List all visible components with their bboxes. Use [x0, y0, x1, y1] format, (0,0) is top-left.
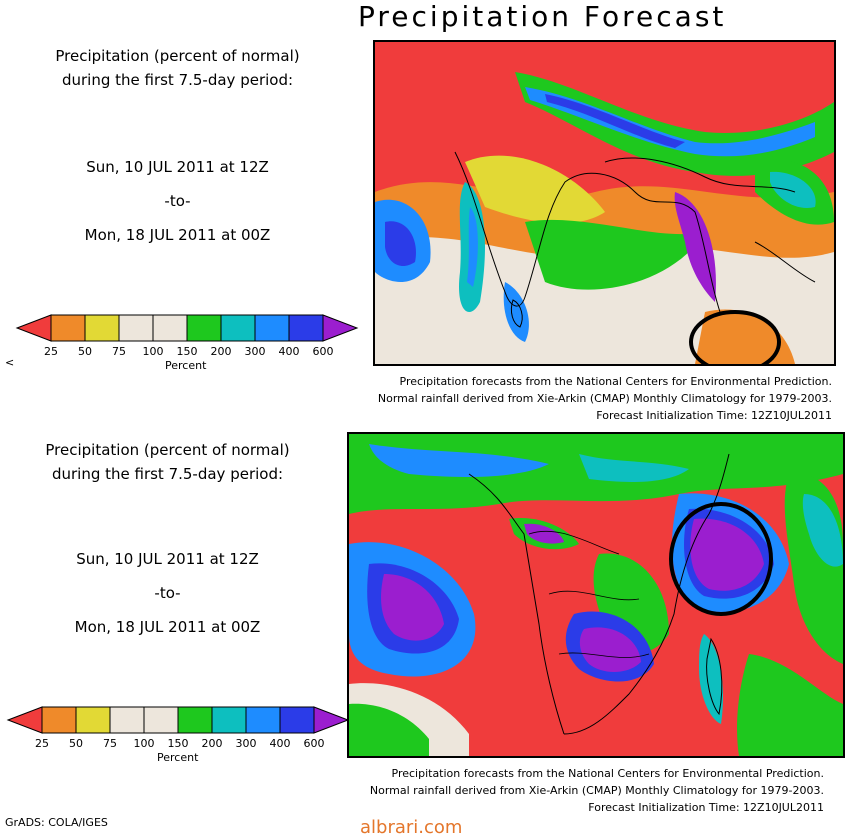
panel1-period: Sun, 10 JUL 2011 at 12Z -to- Mon, 18 JUL… [20, 150, 335, 252]
legend-tick: 150 [176, 345, 198, 358]
legend-tick: 600 [312, 345, 334, 358]
panel1-credit-line3: Forecast Initialization Time: 12Z10JUL20… [596, 409, 832, 422]
panel1-map-canvas [375, 42, 834, 364]
panel1-credit-line1: Precipitation forecasts from the Nationa… [399, 375, 833, 388]
legend-swatch-50-75 [84, 314, 120, 342]
legend-tick: 50 [69, 737, 83, 750]
legend-swatch-25-50 [50, 314, 86, 342]
legend-tick: 600 [303, 737, 325, 750]
panel1-heading-line2: during the first 7.5-day period: [61, 71, 294, 89]
legend-swatch-50-75 [75, 706, 111, 734]
panel1-map [373, 40, 836, 366]
legend-tick: 25 [44, 345, 58, 358]
panel1-legend-title: Percent [165, 359, 207, 372]
panel1-separator: -to- [164, 192, 191, 210]
legend-swatch-150-200 [177, 706, 213, 734]
panel1-heading: Precipitation (percent of normal) during… [20, 44, 335, 92]
legend-swatch-200-300 [211, 706, 247, 734]
legend-tick: 75 [112, 345, 126, 358]
legend-swatch-300-400 [254, 314, 290, 342]
panel1-heading-line1: Precipitation (percent of normal) [55, 47, 300, 65]
legend-tick: 75 [103, 737, 117, 750]
panel1-credit-line2: Normal rainfall derived from Xie-Arkin (… [377, 392, 832, 405]
chart-title: Precipitation Forecast [358, 0, 727, 33]
panel2-legend-bar [6, 706, 350, 734]
panel2-credits: Precipitation forecasts from the Nationa… [370, 765, 824, 816]
panel1-start-date: Sun, 10 JUL 2011 at 12Z [86, 158, 269, 176]
legend-tick: 100 [142, 345, 164, 358]
legend-tick: 400 [269, 737, 291, 750]
legend-swatch-75-100 [118, 314, 154, 342]
panel2-separator: -to- [154, 584, 181, 602]
legend-tick: 300 [244, 345, 266, 358]
stray-mark: < [5, 356, 15, 369]
grads-footer: GrADS: COLA/IGES [5, 816, 108, 829]
panel2-start-date: Sun, 10 JUL 2011 at 12Z [76, 550, 259, 568]
panel2-map-canvas [349, 434, 843, 756]
panel2-highlight-circle [669, 502, 773, 616]
legend-tick: 150 [167, 737, 189, 750]
legend-swatch-below-25 [15, 314, 52, 342]
panel2-heading: Precipitation (percent of normal) during… [10, 438, 325, 486]
legend-swatch-25-50 [41, 706, 77, 734]
legend-tick: 200 [201, 737, 223, 750]
legend-swatch-400-600 [288, 314, 324, 342]
legend-swatch-100-150 [152, 314, 188, 342]
panel2-legend-ticks: 25 50 75 100 150 200 300 400 600 [6, 737, 351, 751]
panel2-end-date: Mon, 18 JUL 2011 at 00Z [74, 618, 261, 636]
legend-swatch-400-600 [279, 706, 315, 734]
legend-swatch-300-400 [245, 706, 281, 734]
legend-swatch-above-600 [313, 706, 350, 734]
panel1-credits: Precipitation forecasts from the Nationa… [378, 373, 832, 424]
watermark: albrari.com [360, 817, 463, 838]
legend-swatch-above-600 [322, 314, 359, 342]
legend-tick: 200 [210, 345, 232, 358]
panel1-end-date: Mon, 18 JUL 2011 at 00Z [84, 226, 271, 244]
legend-swatch-below-25 [6, 706, 43, 734]
legend-tick: 25 [35, 737, 49, 750]
panel2-credit-line3: Forecast Initialization Time: 12Z10JUL20… [588, 801, 824, 814]
panel1-legend-ticks: 25 50 75 100 150 200 300 400 600 [15, 345, 360, 359]
legend-swatch-200-300 [220, 314, 256, 342]
panel2-credit-line1: Precipitation forecasts from the Nationa… [391, 767, 825, 780]
panel1-highlight-circle [689, 310, 781, 364]
panel2-legend-title: Percent [157, 751, 199, 764]
legend-tick: 400 [278, 345, 300, 358]
panel1-legend-bar [15, 314, 359, 342]
panel2-period: Sun, 10 JUL 2011 at 12Z -to- Mon, 18 JUL… [10, 542, 325, 644]
panel2-heading-line2: during the first 7.5-day period: [51, 465, 284, 483]
legend-tick: 300 [235, 737, 257, 750]
legend-tick: 100 [133, 737, 155, 750]
legend-swatch-75-100 [109, 706, 145, 734]
legend-swatch-100-150 [143, 706, 179, 734]
panel2-map [347, 432, 845, 758]
legend-tick: 50 [78, 345, 92, 358]
panel2-heading-line1: Precipitation (percent of normal) [45, 441, 290, 459]
legend-swatch-150-200 [186, 314, 222, 342]
panel2-credit-line2: Normal rainfall derived from Xie-Arkin (… [369, 784, 824, 797]
